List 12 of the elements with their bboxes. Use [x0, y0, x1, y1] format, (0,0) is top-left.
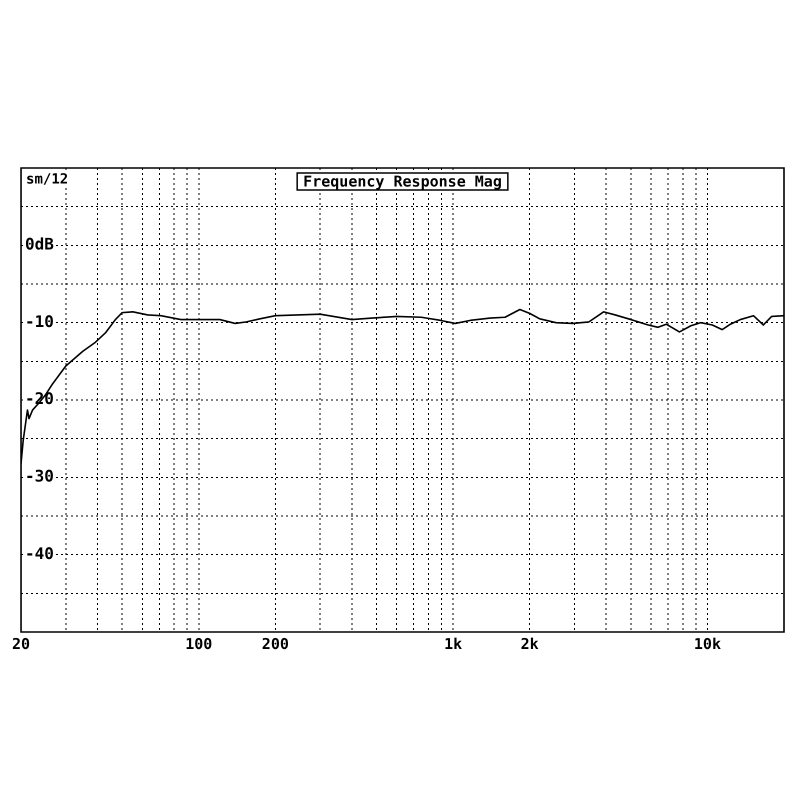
- y-tick-label: 0dB: [25, 234, 54, 254]
- x-tick-label: 200: [262, 634, 289, 653]
- x-tick-label: 20: [12, 634, 30, 653]
- y-tick-label: -40: [25, 544, 54, 563]
- y-tick-label: -30: [25, 466, 54, 486]
- x-tick-label: 100: [185, 634, 212, 653]
- annotation: sm/12: [26, 172, 68, 188]
- y-tick-label: -10: [25, 312, 54, 331]
- x-tick-label: 2k: [520, 634, 539, 653]
- chart-title: Frequency Response Mag: [303, 172, 502, 190]
- x-tick-label: 10k: [694, 634, 721, 653]
- x-tick-label: 1k: [444, 634, 462, 653]
